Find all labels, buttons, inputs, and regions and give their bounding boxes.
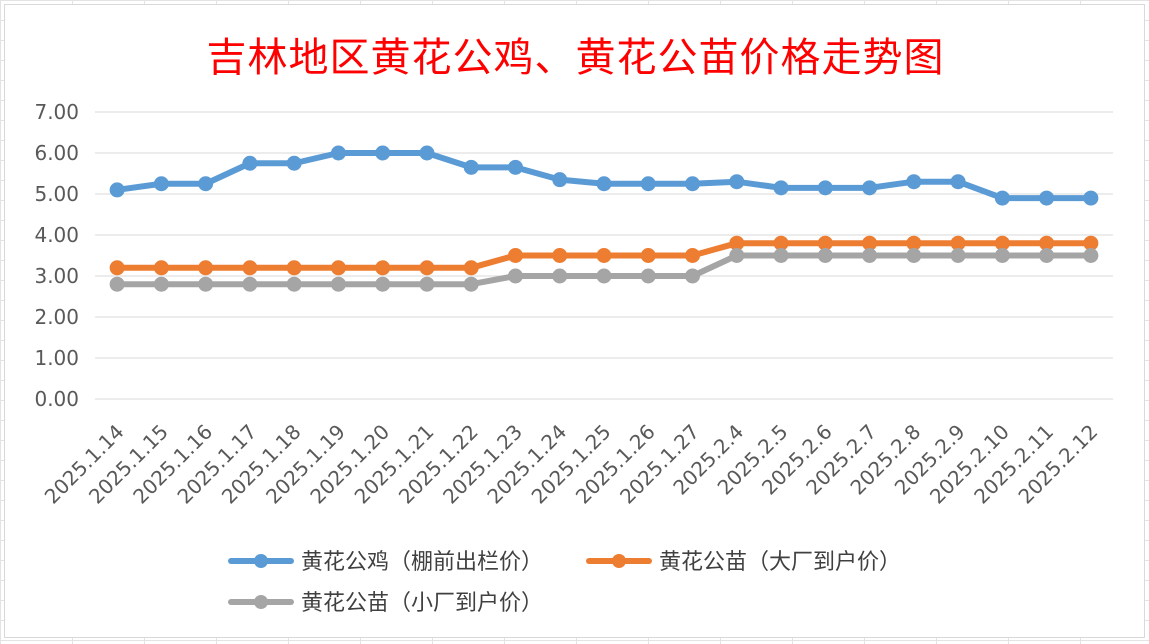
series-line-1 bbox=[114, 150, 1094, 202]
data-point bbox=[994, 190, 1010, 206]
data-point bbox=[198, 276, 214, 292]
data-point bbox=[507, 268, 523, 284]
data-point bbox=[773, 248, 789, 263]
data-point bbox=[507, 248, 523, 263]
data-point bbox=[640, 248, 656, 263]
data-point bbox=[109, 260, 125, 276]
data-point bbox=[773, 180, 789, 196]
legend-label: 黄花公苗（小厂到户价） bbox=[301, 591, 543, 616]
data-point bbox=[286, 276, 302, 292]
line-chart: 0.001.002.003.004.005.006.007.002025.1.1… bbox=[34, 100, 1113, 616]
data-point bbox=[906, 248, 922, 263]
data-point bbox=[994, 248, 1010, 263]
data-point bbox=[950, 174, 966, 190]
data-point bbox=[463, 260, 479, 276]
data-point bbox=[950, 248, 966, 263]
chart-area[interactable]: 吉林地区黄花公鸡、黄花公苗价格走势图 0.00 1.00 2.00 3.00 4.00 5… bbox=[4, 4, 1145, 638]
data-point bbox=[862, 248, 878, 263]
data-point bbox=[109, 182, 125, 198]
data-point bbox=[1083, 190, 1099, 206]
data-point bbox=[552, 172, 568, 188]
data-point bbox=[640, 268, 656, 284]
legend-marker bbox=[612, 554, 626, 568]
data-point bbox=[640, 176, 656, 192]
y-tick-label: 0.00 bbox=[34, 387, 79, 411]
y-tick-label: 4.00 bbox=[34, 223, 79, 247]
data-point bbox=[463, 159, 479, 175]
data-point bbox=[596, 268, 612, 284]
data-point bbox=[552, 248, 568, 263]
y-tick-label: 2.00 bbox=[34, 305, 79, 329]
data-point bbox=[330, 145, 346, 161]
data-point bbox=[685, 248, 701, 263]
data-point bbox=[1039, 248, 1055, 263]
data-point bbox=[375, 145, 391, 161]
y-tick-label: 7.00 bbox=[34, 100, 79, 124]
data-point bbox=[419, 260, 435, 276]
data-point bbox=[330, 260, 346, 276]
data-point bbox=[153, 260, 169, 276]
data-point bbox=[1039, 190, 1055, 206]
data-point bbox=[419, 276, 435, 292]
data-point bbox=[1083, 248, 1099, 263]
data-point bbox=[729, 174, 745, 190]
data-point bbox=[242, 260, 258, 276]
legend-label: 黄花公鸡（棚前出栏价） bbox=[301, 550, 543, 575]
data-point bbox=[153, 176, 169, 192]
data-point bbox=[375, 260, 391, 276]
data-point bbox=[330, 276, 346, 292]
data-point bbox=[596, 248, 612, 263]
data-point bbox=[242, 155, 258, 171]
data-point bbox=[198, 260, 214, 276]
data-point bbox=[817, 248, 833, 263]
data-point bbox=[153, 276, 169, 292]
y-tick-label: 3.00 bbox=[34, 264, 79, 288]
data-point bbox=[198, 176, 214, 192]
data-point bbox=[507, 159, 523, 175]
data-point bbox=[906, 174, 922, 190]
data-point bbox=[463, 276, 479, 292]
legend-item: 黄花公苗（小厂到户价） bbox=[228, 591, 543, 616]
data-point bbox=[596, 176, 612, 192]
y-tick-label: 6.00 bbox=[34, 141, 79, 165]
legend-label: 黄花公苗（大厂到户价） bbox=[659, 550, 901, 575]
data-point bbox=[109, 276, 125, 292]
data-point bbox=[419, 145, 435, 161]
legend-marker bbox=[254, 554, 268, 568]
data-point bbox=[552, 268, 568, 284]
data-point bbox=[817, 180, 833, 196]
data-point bbox=[862, 180, 878, 196]
legend-item: 黄花公苗（大厂到户价） bbox=[586, 550, 901, 575]
data-point bbox=[685, 176, 701, 192]
data-point bbox=[286, 260, 302, 276]
y-tick-label: 1.00 bbox=[34, 346, 79, 370]
chart-title: 吉林地区黄花公鸡、黄花公苗价格走势图 bbox=[206, 35, 945, 81]
data-point bbox=[375, 276, 391, 292]
legend-item: 黄花公鸡（棚前出栏价） bbox=[228, 550, 543, 575]
data-point bbox=[286, 155, 302, 171]
data-point bbox=[242, 276, 258, 292]
data-point bbox=[729, 248, 745, 263]
legend-marker bbox=[254, 595, 268, 609]
y-tick-label: 5.00 bbox=[34, 182, 79, 206]
data-point bbox=[685, 268, 701, 284]
